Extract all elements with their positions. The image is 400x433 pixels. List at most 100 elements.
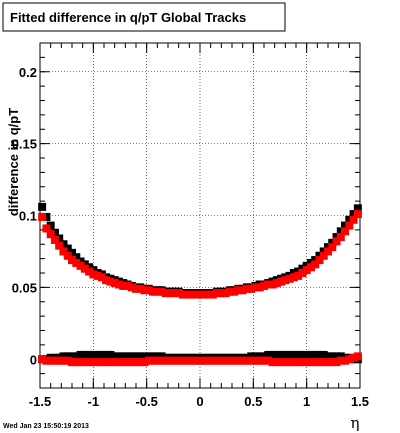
- data-point: [80, 350, 89, 359]
- data-point: [247, 284, 256, 293]
- data-point: [93, 358, 102, 367]
- data-point: [336, 356, 345, 365]
- data-point: [114, 358, 123, 367]
- data-point: [281, 276, 290, 285]
- data-point: [230, 287, 239, 296]
- data-point: [306, 350, 315, 359]
- data-point: [59, 247, 68, 256]
- data-point: [341, 227, 350, 236]
- data-point: [242, 284, 251, 293]
- data-point: [63, 251, 72, 260]
- data-point: [97, 273, 106, 282]
- data-point: [319, 251, 328, 260]
- data-point: [157, 356, 166, 365]
- data-point: [161, 356, 170, 365]
- data-point: [268, 280, 277, 289]
- data-point: [328, 352, 337, 361]
- data-point: [217, 356, 226, 365]
- data-point: [264, 356, 273, 365]
- data-point: [336, 352, 345, 361]
- data-point: [68, 358, 76, 367]
- data-point: [217, 289, 226, 298]
- data-point: [349, 210, 358, 219]
- data-point: [289, 350, 298, 359]
- data-point: [132, 358, 140, 367]
- data-point: [46, 230, 55, 239]
- data-point: [319, 350, 328, 359]
- data-point: [255, 356, 264, 365]
- data-point: [50, 356, 59, 365]
- data-point: [311, 256, 320, 265]
- data-point: [106, 277, 115, 286]
- data-point: [102, 276, 111, 285]
- data-point: [63, 244, 72, 253]
- data-point: [247, 356, 256, 365]
- y-tick-label: 0: [30, 352, 37, 367]
- data-point: [114, 352, 123, 361]
- data-point: [353, 204, 362, 213]
- data-point: [127, 283, 136, 292]
- data-point: [136, 284, 145, 293]
- data-point: [277, 277, 286, 286]
- data-point: [264, 280, 273, 289]
- data-point: [213, 356, 222, 365]
- data-point: [144, 286, 153, 295]
- data-point: [294, 271, 303, 280]
- data-point: [298, 350, 307, 359]
- data-point: [110, 279, 119, 288]
- data-point: [89, 350, 98, 359]
- data-point: [328, 238, 337, 247]
- x-tick-label: 1.5: [351, 394, 369, 409]
- data-point: [136, 358, 145, 367]
- data-point: [328, 358, 337, 367]
- data-point: [38, 202, 47, 211]
- data-point: [332, 352, 341, 361]
- data-point: [140, 352, 149, 361]
- data-point: [123, 281, 132, 290]
- data-point: [260, 281, 268, 290]
- data-point: [42, 212, 51, 221]
- data-point: [119, 281, 128, 290]
- data-point: [208, 356, 217, 365]
- data-point: [93, 271, 102, 280]
- data-point: [89, 270, 98, 279]
- data-point: [166, 356, 175, 365]
- data-point: [68, 248, 76, 257]
- data-point: [306, 258, 315, 267]
- y-axis-title: difference in q/pT: [6, 108, 21, 216]
- data-point: [80, 358, 89, 367]
- data-point: [272, 279, 281, 288]
- data-point: [332, 358, 341, 367]
- data-point: [110, 358, 119, 367]
- data-point: [324, 358, 332, 367]
- data-point: [311, 350, 320, 359]
- data-point: [174, 289, 183, 298]
- data-point: [187, 290, 196, 299]
- data-point: [294, 358, 303, 367]
- data-point: [302, 350, 311, 359]
- data-point: [72, 253, 81, 262]
- data-point: [345, 215, 354, 224]
- data-point: [140, 286, 149, 295]
- data-point: [298, 358, 307, 367]
- data-point: [161, 289, 170, 298]
- data-point: [50, 235, 59, 244]
- data-point: [234, 356, 243, 365]
- data-point: [59, 352, 68, 361]
- data-point: [85, 267, 94, 276]
- data-point: [119, 358, 128, 367]
- data-point: [55, 241, 64, 250]
- data-point: [225, 356, 234, 365]
- data-point: [76, 350, 85, 359]
- data-point: [72, 358, 81, 367]
- data-point: [315, 358, 324, 367]
- data-point: [281, 350, 290, 359]
- data-point: [191, 356, 200, 365]
- data-point: [251, 356, 260, 365]
- x-axis-title: η: [351, 414, 360, 432]
- data-point: [332, 237, 341, 246]
- data-point: [123, 352, 132, 361]
- data-point: [76, 358, 85, 367]
- data-point: [149, 287, 158, 296]
